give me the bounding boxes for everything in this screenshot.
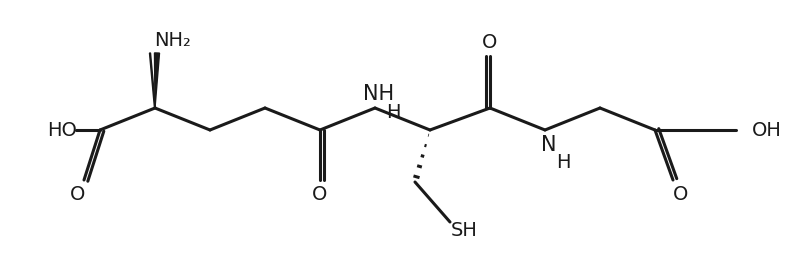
Text: H: H [386, 103, 400, 121]
Polygon shape [154, 53, 159, 108]
Text: O: O [482, 33, 498, 52]
Text: NH: NH [363, 84, 394, 104]
Polygon shape [150, 53, 155, 108]
Text: O: O [674, 184, 689, 203]
Text: SH: SH [450, 221, 478, 239]
Text: H: H [556, 152, 570, 171]
Text: O: O [70, 184, 86, 203]
Text: O: O [312, 184, 328, 203]
Text: NH₂: NH₂ [154, 30, 191, 49]
Text: OH: OH [752, 120, 782, 139]
Text: HO: HO [47, 120, 77, 139]
Text: N: N [542, 135, 557, 155]
